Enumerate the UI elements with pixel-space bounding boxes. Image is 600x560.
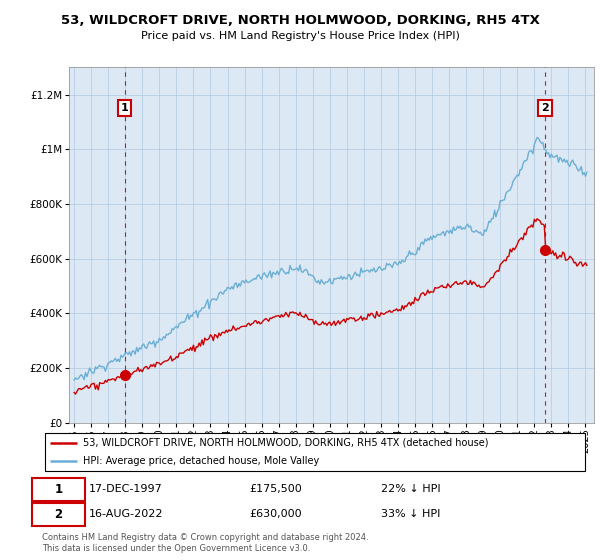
Text: 53, WILDCROFT DRIVE, NORTH HOLMWOOD, DORKING, RH5 4TX (detached house): 53, WILDCROFT DRIVE, NORTH HOLMWOOD, DOR… [83,438,488,448]
Text: Price paid vs. HM Land Registry's House Price Index (HPI): Price paid vs. HM Land Registry's House … [140,31,460,41]
Text: 22% ↓ HPI: 22% ↓ HPI [380,484,440,494]
Text: 1: 1 [121,103,128,113]
Text: 17-DEC-1997: 17-DEC-1997 [88,484,162,494]
Text: £630,000: £630,000 [250,509,302,519]
FancyBboxPatch shape [32,503,85,526]
Text: 33% ↓ HPI: 33% ↓ HPI [380,509,440,519]
FancyBboxPatch shape [45,433,585,471]
Text: 16-AUG-2022: 16-AUG-2022 [88,509,163,519]
Text: HPI: Average price, detached house, Mole Valley: HPI: Average price, detached house, Mole… [83,456,319,466]
Text: 2: 2 [55,508,62,521]
Text: £175,500: £175,500 [250,484,302,494]
Text: 1: 1 [55,483,62,496]
Text: 53, WILDCROFT DRIVE, NORTH HOLMWOOD, DORKING, RH5 4TX: 53, WILDCROFT DRIVE, NORTH HOLMWOOD, DOR… [61,14,539,27]
Text: Contains HM Land Registry data © Crown copyright and database right 2024.
This d: Contains HM Land Registry data © Crown c… [42,533,368,553]
FancyBboxPatch shape [32,478,85,501]
Text: 2: 2 [541,103,549,113]
